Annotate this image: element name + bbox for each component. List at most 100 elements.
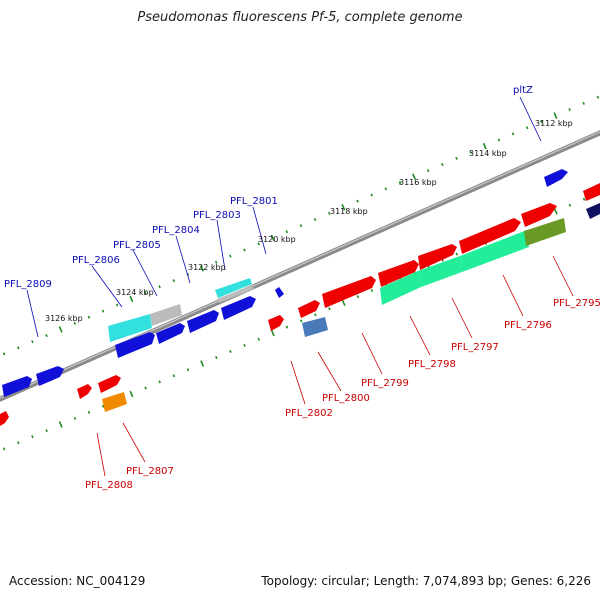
gene-arrow-pltZ[interactable] — [544, 169, 568, 187]
reverse-strand-genes — [0, 183, 600, 426]
gene-arrow-PFL_2799b[interactable] — [322, 276, 376, 308]
reverse-scale-tick — [314, 313, 317, 317]
gene-label-PFL_2808[interactable]: PFL_2808 — [85, 480, 133, 491]
gene-arrow-PFL_2805[interactable] — [156, 323, 185, 344]
forward-scale-tick — [426, 169, 430, 173]
forward-scale-tick — [497, 138, 501, 142]
gene-arrow-PFL_2799a[interactable] — [378, 260, 419, 287]
forward-scale-tick — [553, 112, 558, 119]
gene-label-PFL_2800[interactable]: PFL_2800 — [322, 393, 370, 404]
reverse-scale-tick — [553, 208, 558, 215]
gene-label-PFL_2809[interactable]: PFL_2809 — [4, 279, 52, 290]
reverse-scale-tick — [243, 343, 246, 347]
reverse-label-leaders — [96, 255, 574, 477]
gene-label-PFL_2802[interactable]: PFL_2802 — [285, 408, 333, 419]
map-title: Pseudomonas fluorescens Pf-5, complete g… — [137, 10, 463, 25]
grey-feature-b[interactable] — [150, 304, 182, 326]
forward-scale-tick — [200, 265, 205, 272]
rna-feature-cyan-a[interactable] — [215, 278, 252, 298]
gene-arrow-PFL_2807[interactable] — [98, 375, 121, 393]
reverse-scale-tick — [101, 404, 105, 408]
reverse-scale-tick — [341, 299, 346, 307]
gene-arrow-PFL_2797[interactable] — [459, 218, 521, 254]
forward-scale-tick — [73, 321, 77, 325]
forward-scale-tick — [341, 203, 346, 211]
forward-scale-tick — [17, 346, 20, 350]
genome-backbone — [0, 130, 600, 402]
teal-feature-a[interactable] — [460, 230, 529, 272]
gene-arrow-navy[interactable] — [586, 203, 600, 219]
gene-arrow-PFL_2796[interactable] — [521, 203, 557, 227]
reverse-scale-tick — [299, 319, 303, 323]
forward-scale-tick — [384, 187, 388, 191]
gene-label-PFL_2806[interactable]: PFL_2806 — [72, 255, 120, 266]
scale-label-3116: 3116 kbp — [399, 178, 437, 187]
gene-label-PFL_2805[interactable]: PFL_2805 — [113, 240, 161, 251]
forward-scale-tick — [31, 340, 34, 344]
steel-feature[interactable] — [302, 317, 328, 337]
reverse-scale-tick — [158, 380, 161, 384]
forward-scale-tick — [58, 326, 63, 333]
forward-scale-tick — [313, 217, 317, 222]
forward-scale-tick — [327, 211, 331, 215]
teal-feature-b[interactable] — [418, 256, 462, 287]
reverse-scale-tick — [257, 337, 261, 341]
reverse-scale-tick — [129, 390, 134, 398]
reverse-scale-tick — [270, 329, 275, 337]
genome-backbone-highlight — [0, 131, 600, 399]
rna-feature-cyan-b[interactable] — [108, 314, 152, 342]
forward-scale-tick — [398, 181, 402, 185]
gene-arrow-PFL_2804[interactable] — [187, 310, 219, 333]
reverse-scale-tick — [229, 349, 232, 353]
scale-label-3112: 3112 kbp — [535, 119, 573, 128]
forward-scale-tick — [158, 285, 161, 289]
reverse-scale-tick — [45, 429, 48, 433]
forward-scale-tick — [582, 101, 585, 105]
forward-scale-tick — [412, 173, 417, 180]
gene-arrow-PFL_2801[interactable] — [275, 287, 284, 298]
olive-feature[interactable] — [524, 218, 566, 246]
grey-feature-a[interactable] — [217, 285, 254, 303]
gene-label-PFL_2795[interactable]: PFL_2795 — [553, 298, 600, 309]
reverse-scale-tick — [568, 203, 572, 207]
gene-label-pltZ[interactable]: pltZ — [513, 85, 533, 96]
reverse-scale-tick — [87, 410, 91, 414]
gene-label-PFL_2799[interactable]: PFL_2799 — [361, 378, 409, 389]
gene-arrow-PFL_2808[interactable] — [77, 384, 92, 399]
gene-label-PFL_2807[interactable]: PFL_2807 — [126, 466, 174, 477]
teal-feature-c[interactable] — [380, 271, 421, 305]
forward-scale-tick — [172, 279, 176, 283]
forward-scale-tick — [45, 334, 48, 338]
reverse-scale-tick — [58, 421, 63, 428]
gene-arrow-PFL_2809a[interactable] — [36, 366, 64, 386]
gene-arrow-PFL_2802[interactable] — [268, 315, 284, 331]
reverse-scale-tick — [73, 416, 77, 420]
gene-label-PFL_2804[interactable]: PFL_2804 — [152, 225, 200, 236]
gene-arrow-PFL_2798[interactable] — [418, 244, 457, 270]
reverse-scale-tick — [328, 307, 331, 311]
reverse-scale-tick — [144, 386, 147, 390]
forward-scale-tick — [568, 107, 571, 112]
orange-feature[interactable] — [102, 392, 127, 412]
gene-arrow-PFL_2806[interactable] — [115, 332, 155, 358]
gene-label-PFL_2801[interactable]: PFL_2801 — [230, 196, 278, 207]
reverse-scale-tick — [455, 252, 459, 256]
gene-label-PFL_2796[interactable]: PFL_2796 — [504, 320, 552, 331]
gene-arrow-PFL_2800[interactable] — [298, 300, 320, 318]
gene-arrow-PFL_2803[interactable] — [221, 296, 256, 320]
forward-scale-tick — [370, 193, 373, 197]
gene-label-PFL_2803[interactable]: PFL_2803 — [193, 210, 241, 221]
scale-label-3120: 3120 kbp — [258, 235, 296, 244]
gene-arrow-PFL_2809b[interactable] — [2, 376, 32, 397]
gene-arrow-left-edge[interactable] — [0, 411, 9, 426]
forward-scale-tick — [129, 295, 134, 303]
forward-scale-tick — [285, 230, 289, 234]
gene-label-PFL_2798[interactable]: PFL_2798 — [408, 359, 456, 370]
forward-scale-tick — [455, 156, 458, 160]
gene-label-PFL_2797[interactable]: PFL_2797 — [451, 342, 499, 353]
forward-scale-tick — [356, 199, 359, 203]
gene-arrow-PFL_2795[interactable] — [583, 183, 600, 201]
reverse-scale-tick — [186, 368, 190, 372]
forward-scale-tick — [596, 95, 600, 99]
